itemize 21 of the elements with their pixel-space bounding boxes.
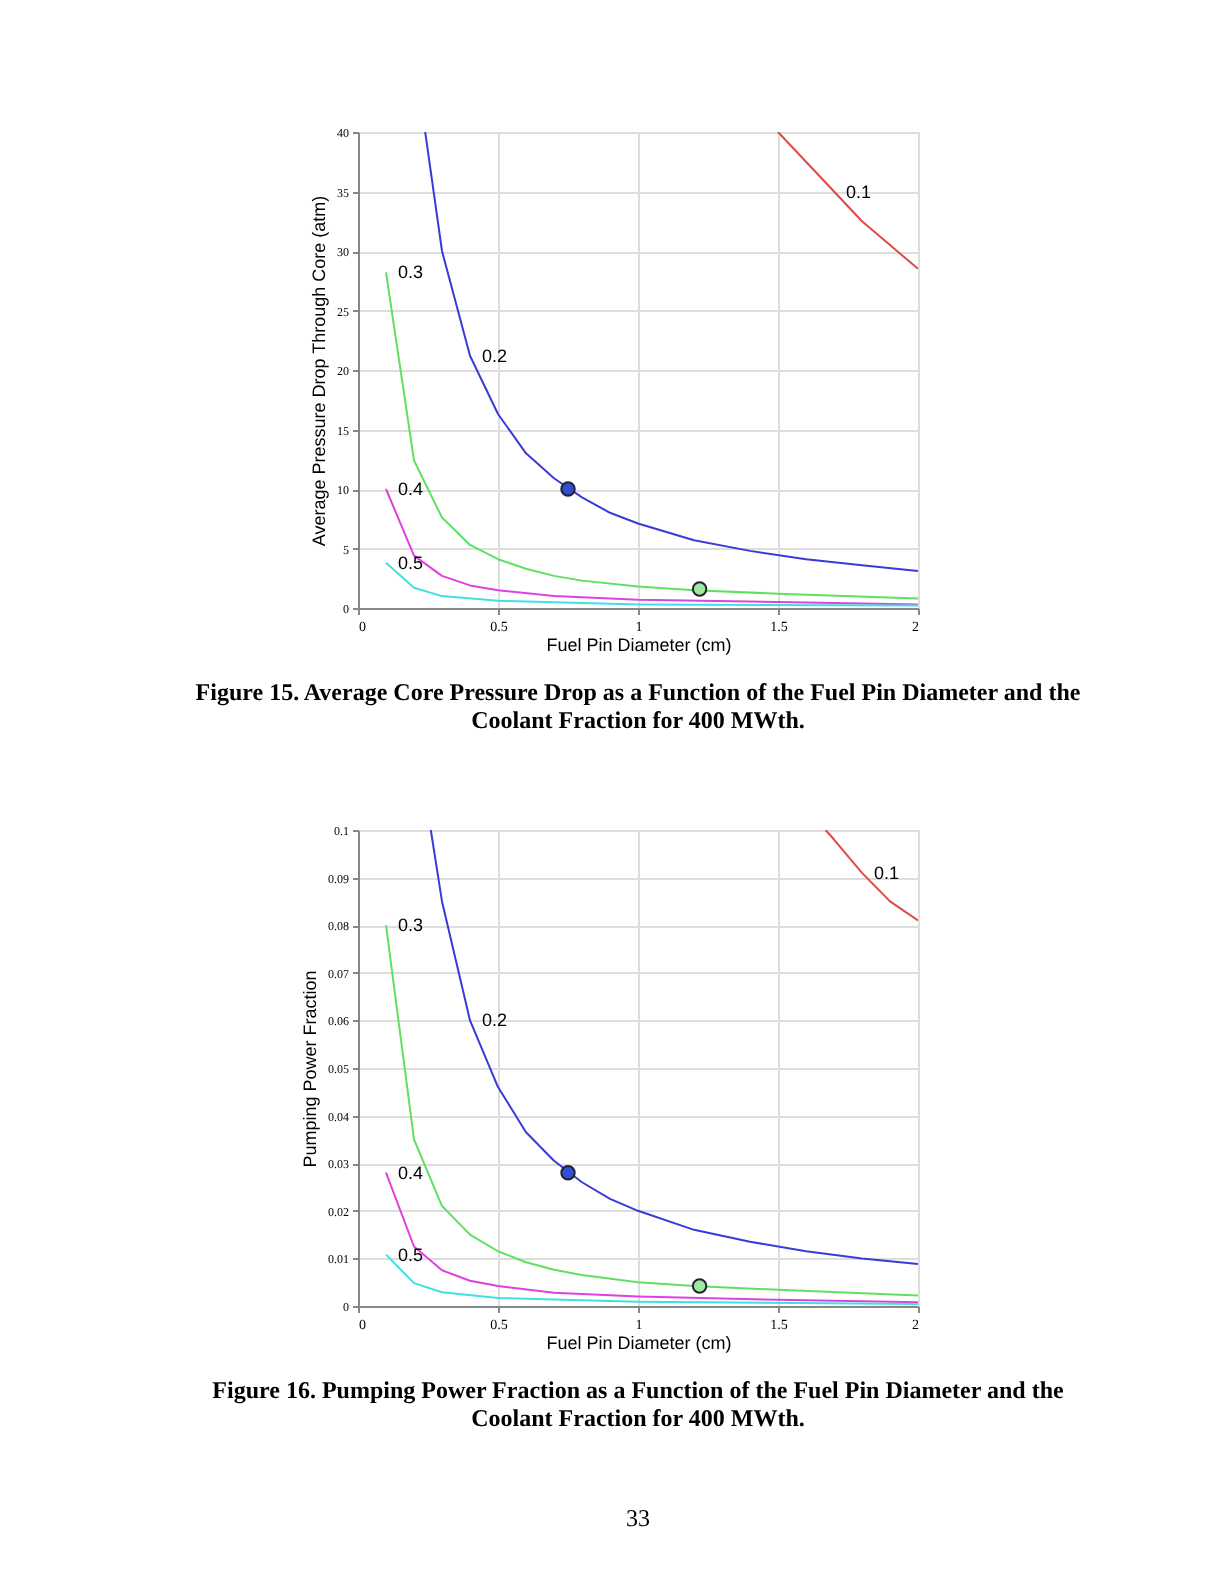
line-series xyxy=(424,132,918,573)
series-label: 0.5 xyxy=(398,1244,424,1265)
series-label: 0.4 xyxy=(398,479,424,499)
line-series xyxy=(824,830,918,922)
y-axis-title: Pumping Power Fraction xyxy=(300,970,320,1168)
series-label: 0.4 xyxy=(398,1162,424,1183)
line-series xyxy=(777,132,918,270)
series-label: 0.2 xyxy=(482,345,508,366)
line-series xyxy=(429,830,918,1266)
text: 33 xyxy=(626,1504,650,1532)
series-label: 0.2 xyxy=(482,1010,508,1031)
series-label: 0.3 xyxy=(398,915,424,936)
x-axis-title: Fuel Pin Diameter (cm) xyxy=(546,1333,732,1353)
series-label: 0.5 xyxy=(398,552,424,573)
text: Figure 15. Average Core Pressure Drop as a Function of the Fuel Pin Diameter and the Coolant Fraction for 400 MWth. xyxy=(195,678,1082,734)
series-label: 0.1 xyxy=(874,862,900,883)
x-axis-title: Fuel Pin Diameter (cm) xyxy=(546,635,732,655)
text: Figure 16. Pumping Power Fraction as a Function of the Fuel Pin Diameter and the Coolant Fraction for 400 MWth. xyxy=(212,1376,1065,1432)
series-label: 0.3 xyxy=(398,262,424,283)
y-axis-title: Average Pressure Drop Through Core (atm) xyxy=(309,195,329,547)
series-label: 0.1 xyxy=(846,181,872,202)
